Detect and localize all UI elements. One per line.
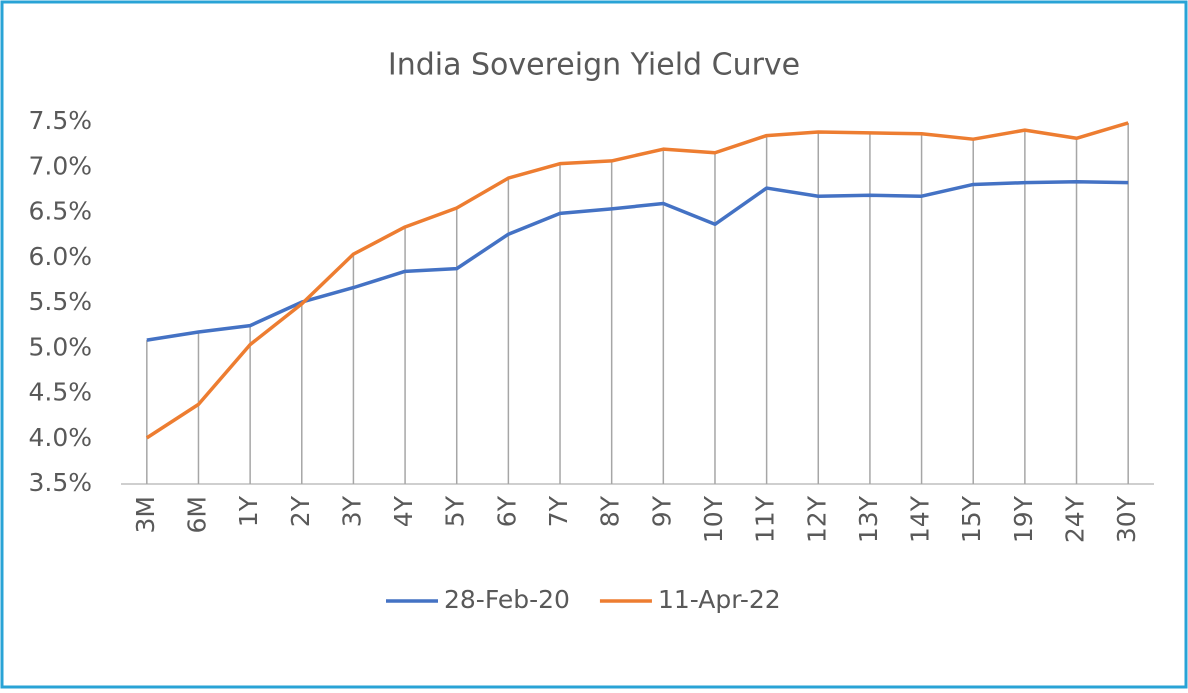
x-tick-label: 12Y (802, 495, 831, 543)
y-tick-label: 6.5% (28, 197, 92, 226)
x-tick-label: 19Y (1009, 495, 1038, 543)
x-tick-label: 2Y (286, 495, 315, 527)
x-tick-label: 1Y (234, 495, 263, 527)
x-tick-label: 6Y (492, 495, 521, 527)
x-tick-label: 8Y (596, 495, 625, 527)
x-tick-label: 5Y (441, 495, 470, 527)
chart-title: India Sovereign Yield Curve (388, 48, 800, 83)
x-tick-label: 3Y (337, 495, 366, 527)
y-tick-label: 4.0% (28, 423, 92, 452)
x-tick-label: 15Y (957, 495, 986, 543)
x-tick-label: 11Y (751, 495, 780, 543)
x-tick-label: 13Y (854, 495, 883, 543)
y-tick-label: 5.5% (28, 287, 92, 316)
x-tick-label: 4Y (389, 495, 418, 527)
y-tick-label: 7.0% (28, 151, 92, 180)
series-line (145, 121, 1129, 440)
x-tick-label: 10Y (699, 495, 728, 543)
y-tick-label: 5.0% (28, 332, 92, 361)
y-tick-label: 6.0% (28, 242, 92, 271)
x-tick-label: 30Y (1112, 495, 1141, 543)
y-tick-label: 3.5% (28, 468, 92, 497)
series-line (146, 179, 1129, 342)
y-tick-label: 4.5% (28, 378, 92, 407)
legend-label: 11-Apr-22 (658, 585, 781, 614)
x-tick-label: 3M (131, 496, 160, 533)
legend-label: 28-Feb-20 (444, 585, 570, 614)
x-tick-label: 7Y (544, 495, 573, 527)
y-tick-label: 7.5% (28, 106, 92, 135)
x-tick-label: 14Y (906, 495, 935, 543)
x-tick-label: 24Y (1061, 495, 1090, 543)
x-tick-label: 6M (182, 496, 211, 533)
x-tick-label: 9Y (647, 495, 676, 527)
